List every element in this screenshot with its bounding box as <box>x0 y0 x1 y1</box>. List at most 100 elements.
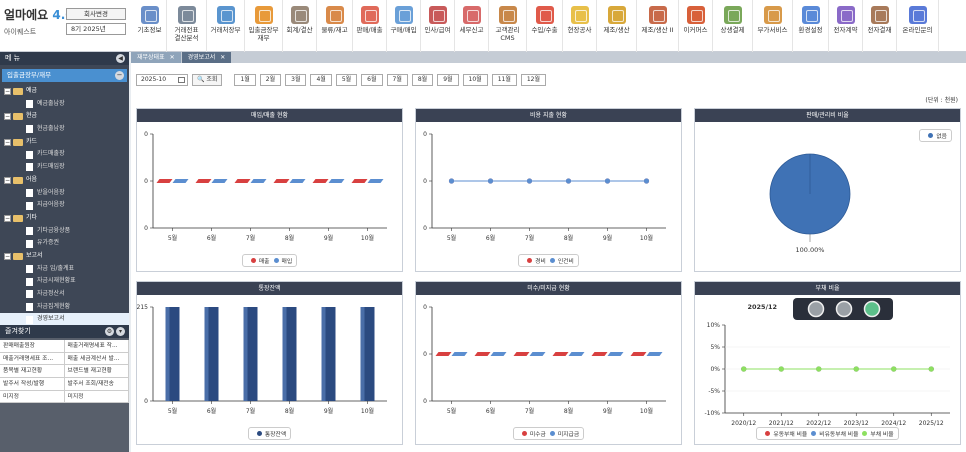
menu-item[interactable]: 판매/매출 <box>353 0 387 52</box>
gear-icon[interactable]: ⚙ <box>105 327 114 336</box>
tree-leaf[interactable]: 기타금융상품 <box>0 225 129 238</box>
month-button[interactable]: 2월 <box>259 74 282 86</box>
menu-item[interactable]: 제조/생산 <box>597 0 637 52</box>
favorite-item[interactable]: 매출거래명세표 조... <box>0 352 65 365</box>
period-select[interactable]: 8기 2025년 <box>66 23 126 35</box>
bar <box>529 352 546 356</box>
tree-folder[interactable]: − 기타 <box>0 212 129 225</box>
menu-item[interactable]: 거래처장부 <box>207 0 245 52</box>
menu-item[interactable]: 제조/생산 II <box>637 0 679 52</box>
traffic-light-lamp <box>863 300 881 318</box>
favorite-item[interactable]: 브랜드별 재고현황 <box>65 365 129 378</box>
menu-item[interactable]: 환경설정 <box>793 0 829 52</box>
menu-label: 회계/결산 <box>286 26 313 34</box>
menu-item[interactable]: 수입/수출 <box>527 0 563 52</box>
change-company-button[interactable]: 회사변경 <box>66 8 126 20</box>
tree-leaf[interactable]: 예금출납장 <box>0 98 129 111</box>
month-button[interactable]: 12월 <box>520 74 546 86</box>
search-button[interactable]: 🔍 조회 <box>192 74 223 86</box>
expand-icon[interactable]: − <box>4 113 11 121</box>
collapse-icon[interactable]: ◀ <box>116 54 125 63</box>
month-button[interactable]: 8월 <box>411 74 434 86</box>
menu-item[interactable]: 현장공사 <box>563 0 597 52</box>
favorites-header: 즐겨찾기 ⚙ ▾ <box>0 325 129 338</box>
tree-leaf[interactable]: 카드매입장 <box>0 161 129 174</box>
close-icon[interactable]: ✕ <box>169 54 175 61</box>
menu-item[interactable]: 세무신고 <box>455 0 489 52</box>
menu-item[interactable]: 물류/재고 <box>317 0 353 52</box>
menu-item[interactable]: 부가서비스 <box>753 0 793 52</box>
minus-icon[interactable]: − <box>115 71 124 80</box>
month-button[interactable]: 7월 <box>386 74 408 86</box>
selected-module[interactable]: 입출금장부/재무 − <box>2 69 127 82</box>
tree-leaf[interactable]: 지급어음장 <box>0 199 129 212</box>
tree-folder-label: 기타 <box>26 213 38 221</box>
favorite-item[interactable]: 품목별 재고현황 <box>0 365 65 378</box>
tab-1[interactable]: 경영보고서 ✕ <box>181 52 232 63</box>
month-button[interactable]: 6월 <box>361 74 383 86</box>
month-button[interactable]: 3월 <box>285 74 307 86</box>
favorite-item[interactable]: 매출거래명세표 작... <box>65 340 129 352</box>
favorite-item[interactable]: 미지정 <box>0 390 65 403</box>
data-point <box>928 366 934 372</box>
month-button[interactable]: 10월 <box>462 74 488 86</box>
menu-item[interactable]: 이커머스 <box>679 0 713 52</box>
chevron-down-icon[interactable]: ▾ <box>116 327 125 336</box>
x-tick-label: 10월 <box>361 234 374 242</box>
menu-item[interactable]: 고객관리 CMS <box>489 0 527 52</box>
tree-folder[interactable]: − 보고서 <box>0 250 129 263</box>
expand-icon[interactable]: − <box>4 214 11 222</box>
month-button[interactable]: 9월 <box>437 74 459 86</box>
expand-icon[interactable]: − <box>4 87 11 95</box>
menu-item[interactable]: 전자결재 <box>863 0 897 52</box>
expand-icon[interactable]: − <box>4 138 11 146</box>
tree-leaf[interactable]: 자금 입/출계표 <box>0 263 129 276</box>
tree-leaf-label: 카드매출장 <box>37 150 65 158</box>
legend-label: 없음 <box>936 134 947 140</box>
menu-item[interactable]: 전자계약 <box>829 0 863 52</box>
menu-item[interactable]: 구매/매입 <box>387 0 421 52</box>
menu-icon <box>216 6 235 24</box>
calendar-icon[interactable] <box>178 77 185 83</box>
menu-item[interactable]: 회계/결산 <box>283 0 317 52</box>
tree-leaf[interactable]: 자금시재현황표 <box>0 275 129 288</box>
document-icon <box>26 125 33 134</box>
legend-label: 부채 비율 <box>870 432 894 438</box>
month-button[interactable]: 4월 <box>310 74 332 86</box>
menu-item[interactable]: 기초정보 <box>133 0 167 52</box>
month-button[interactable]: 1월 <box>234 74 256 86</box>
tree-leaf[interactable]: 유가증권 <box>0 237 129 250</box>
tab-0[interactable]: 재무상태표 ✕ <box>131 52 181 63</box>
month-button[interactable]: 11월 <box>491 74 517 86</box>
bar <box>351 179 368 183</box>
tree-folder[interactable]: − 예금 <box>0 85 129 98</box>
close-icon[interactable]: ✕ <box>220 54 226 61</box>
month-button[interactable]: 5월 <box>335 74 358 86</box>
favorite-item[interactable]: 매출 세금계산서 발... <box>65 352 129 365</box>
favorite-item[interactable]: 발주서 조회/재전송 <box>65 378 129 390</box>
tree-leaf[interactable]: 카드매출장 <box>0 148 129 161</box>
date-input[interactable]: 2025-10 <box>136 74 188 86</box>
menu-item[interactable]: 인사/급여 <box>421 0 455 52</box>
menu-tree: 입출금장부/재무 − − 예금 예금출납장 − 현금 현금출납장 − 카드 카드매출장 카드매입장 −… <box>0 65 129 330</box>
tree-folder[interactable]: − 카드 <box>0 136 129 149</box>
favorite-item[interactable]: 발주서 작성/발행 <box>0 378 65 390</box>
tree-leaf[interactable]: 받을어음장 <box>0 187 129 200</box>
tree-leaf[interactable]: 자금집계현황 <box>0 301 129 314</box>
tree-leaf[interactable]: 현금출납장 <box>0 123 129 136</box>
tree-leaf[interactable]: 경영보고서 <box>0 313 129 327</box>
favorite-item[interactable]: 미지정 <box>65 390 129 403</box>
tree-leaf[interactable]: 자금정산서 <box>0 288 129 301</box>
menu-item[interactable]: 온라인문의 <box>897 0 939 52</box>
tree-folder[interactable]: − 어음 <box>0 174 129 187</box>
menu-item[interactable]: 입출금장부 재무 <box>245 0 283 52</box>
traffic-light-lamp <box>835 300 853 318</box>
menu-item[interactable]: 상생결제 <box>713 0 753 52</box>
legend-label: 경비 <box>535 259 546 265</box>
menu-item[interactable]: 거래전표 결산분석 <box>167 0 207 52</box>
favorite-item[interactable]: 판매매출원장 <box>0 340 65 352</box>
expand-icon[interactable]: − <box>4 252 11 260</box>
expand-icon[interactable]: − <box>4 176 11 184</box>
tree-folder[interactable]: − 현금 <box>0 110 129 123</box>
favorites-list: 판매매출원장 매출거래명세표 작... 매출거래명세표 조... 매출 세금계산서 발… <box>0 340 129 404</box>
